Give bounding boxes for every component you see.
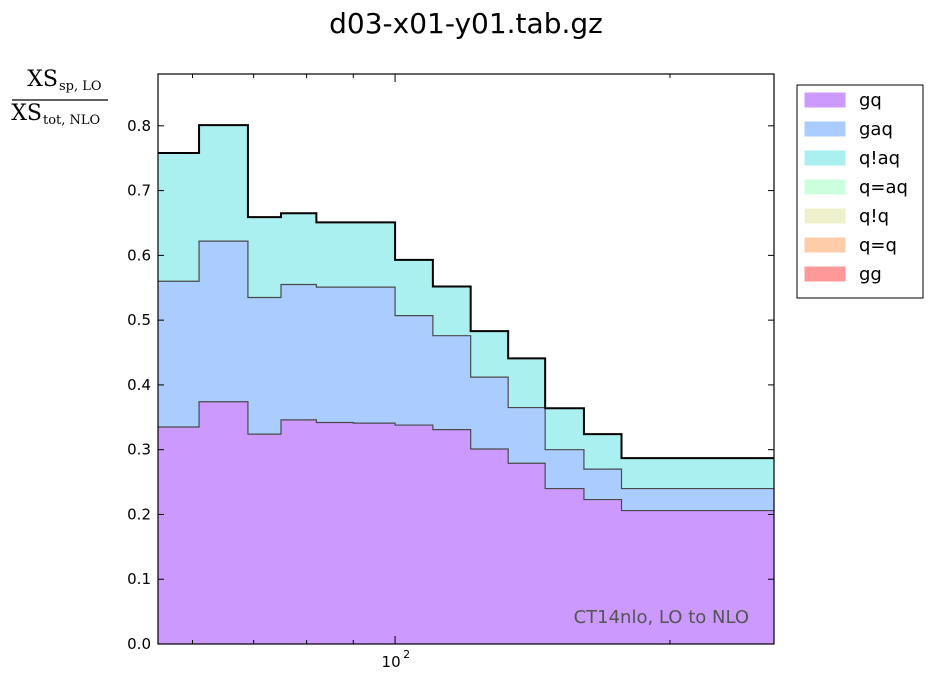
- area-bin-gaq: [669, 488, 775, 511]
- area-bin-gq: [508, 463, 546, 644]
- area-bin-q-aq: [158, 153, 200, 282]
- stack-step-line: [158, 240, 774, 490]
- y-tick-label: 0.2: [127, 505, 151, 523]
- area-bin-q-aq: [316, 222, 354, 288]
- area-bin-q-aq: [353, 222, 396, 288]
- legend-label: q=aq: [859, 177, 908, 198]
- area-bin-gaq: [158, 281, 200, 428]
- area-bin-gaq: [432, 335, 472, 430]
- area-bin-gq: [432, 429, 472, 644]
- y-axis-label: XS sp, LO XS tot, NLO: [11, 67, 108, 128]
- area-bin-gaq: [199, 241, 249, 402]
- area-bin-gaq: [583, 469, 623, 500]
- y-tick-label: 0.0: [127, 635, 151, 653]
- area-bin-q-aq: [508, 358, 546, 408]
- area-bin-gq: [669, 510, 775, 644]
- total-step-line: [158, 124, 774, 460]
- area-bin-gq: [621, 510, 671, 644]
- area-bin-gq: [353, 423, 396, 644]
- area-bin-gq: [545, 488, 585, 644]
- area-bin-gaq: [470, 377, 509, 450]
- x-tick-label-exponent: 2: [403, 648, 410, 661]
- legend-label: q!aq: [859, 148, 900, 169]
- legend-swatch: [804, 179, 846, 195]
- legend-swatch: [804, 208, 846, 224]
- y-label-denominator: XS: [11, 101, 42, 126]
- legend-swatch: [804, 92, 846, 108]
- area-bin-q-aq: [395, 259, 434, 316]
- area-bin-q-aq: [621, 458, 671, 489]
- area-bin-gaq: [395, 315, 434, 426]
- y-label-numerator: XS: [27, 67, 58, 92]
- legend-swatch: [804, 237, 846, 253]
- area-bin-gaq: [316, 287, 354, 423]
- axes: 0.0 0.1 0.2 0.3 0.4 0.5 0.6 0.7 0.8 10 2: [127, 73, 775, 671]
- legend-swatch: [804, 266, 846, 282]
- area-bin-gaq: [545, 449, 585, 489]
- area-bin-q-aq: [247, 217, 282, 298]
- area-bin-gq: [583, 499, 623, 644]
- area-bin-gq: [395, 425, 434, 644]
- area-bin-gaq: [508, 407, 546, 464]
- y-label-denominator-sub: tot, NLO: [43, 113, 100, 128]
- area-bin-gq: [316, 422, 354, 644]
- area-bin-gaq: [247, 297, 282, 435]
- legend-swatch: [804, 150, 846, 166]
- area-bin-gaq: [353, 287, 396, 424]
- y-tick-label: 0.7: [127, 182, 151, 200]
- area-bin-gq: [470, 449, 509, 644]
- chart-title: d03-x01-y01.tab.gz: [329, 7, 603, 40]
- plot-frame: [157, 73, 775, 645]
- legend-swatch: [804, 121, 846, 137]
- area-bin-gq: [280, 419, 317, 644]
- chart-annotation: CT14nlo, LO to NLO: [574, 607, 749, 628]
- area-bin-q-aq: [199, 125, 249, 242]
- stack-boundaries: [158, 124, 774, 512]
- y-tick-label: 0.6: [127, 246, 151, 264]
- stacked-areas: [158, 125, 775, 644]
- area-bin-gq: [158, 427, 200, 644]
- area-bin-q-aq: [432, 286, 472, 336]
- legend-label: gg: [859, 264, 882, 285]
- area-bin-q-aq: [470, 331, 509, 378]
- area-bin-q-aq: [545, 408, 585, 450]
- x-tick-label: 10: [382, 653, 401, 671]
- area-bin-gaq: [621, 488, 671, 511]
- y-label-numerator-sub: sp, LO: [59, 79, 102, 94]
- area-bin-q-aq: [280, 213, 317, 285]
- area-bin-q-aq: [583, 434, 623, 470]
- area-bin-gaq: [280, 284, 317, 420]
- stack-step-line: [158, 401, 774, 512]
- legend-label: q=q: [859, 235, 897, 256]
- y-tick-label: 0.4: [127, 376, 151, 394]
- y-tick-label: 0.8: [127, 117, 151, 135]
- legend-label: gaq: [859, 119, 893, 140]
- area-bin-gq: [199, 401, 249, 644]
- y-tick-label: 0.3: [127, 441, 151, 459]
- area-bin-q-aq: [669, 458, 775, 489]
- y-tick-label: 0.5: [127, 311, 151, 329]
- legend-label: gq: [859, 90, 882, 111]
- legend: gq gaq q!aq q=aq q!q q=q gg: [796, 84, 924, 299]
- area-bin-gq: [247, 434, 282, 644]
- y-tick-label: 0.1: [127, 570, 151, 588]
- legend-label: q!q: [859, 206, 889, 227]
